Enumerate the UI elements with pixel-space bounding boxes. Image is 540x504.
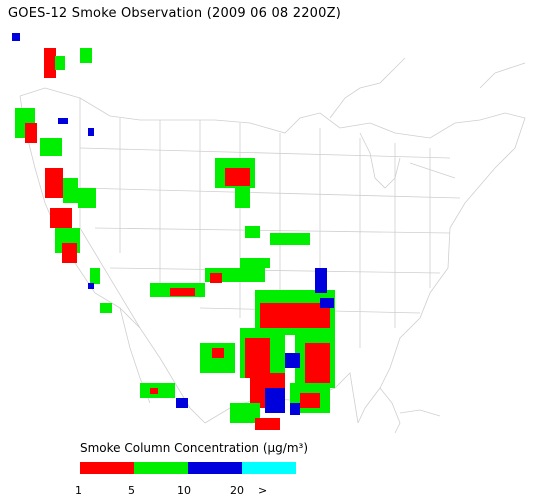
legend-title: Smoke Column Concentration (μg/m³) — [80, 441, 308, 455]
legend-color-bar — [80, 462, 296, 474]
smoke-cluster-california — [45, 168, 112, 313]
legend-tick: > — [258, 484, 268, 497]
legend-tick: 20 — [230, 484, 244, 497]
legend-swatch-4 — [242, 462, 296, 474]
legend-tick: 10 — [177, 484, 191, 497]
smoke-cluster-mexico — [140, 383, 188, 408]
legend-tick: 1 — [75, 484, 82, 497]
smoke-cluster-central — [150, 258, 270, 297]
legend-tick: 5 — [128, 484, 135, 497]
smoke-observations — [12, 33, 335, 430]
smoke-map — [12, 33, 526, 434]
smoke-cluster-south — [200, 268, 335, 430]
smoke-cluster-north-plains — [215, 158, 310, 245]
legend-swatch-2 — [134, 462, 188, 474]
legend-swatch-3 — [188, 462, 242, 474]
smoke-cluster-northwest — [12, 33, 94, 156]
map-title: GOES-12 Smoke Observation (2009 06 08 22… — [8, 6, 341, 21]
legend-swatch-1 — [80, 462, 134, 474]
